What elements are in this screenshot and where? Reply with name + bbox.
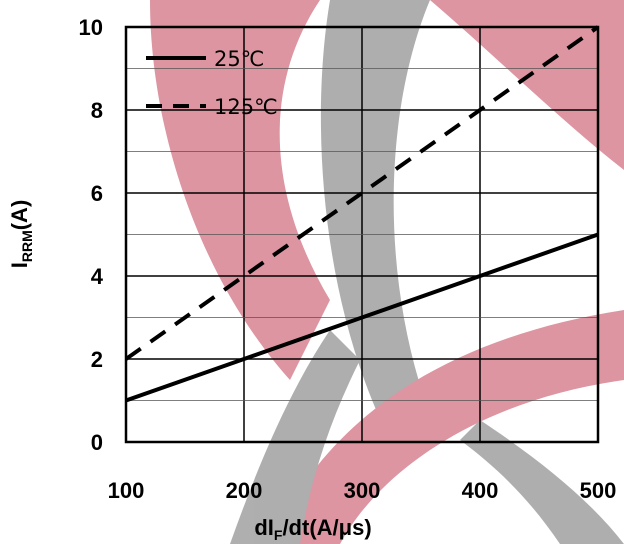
y-tick-label-8: 8: [91, 98, 103, 123]
legend: 25℃ 125℃: [146, 47, 278, 119]
x-tick-label-200: 200: [226, 478, 263, 503]
watermark-red-lower: [270, 310, 624, 544]
x-tick-labels: 100 200 300 400 500: [108, 478, 617, 503]
x-tick-label-400: 400: [462, 478, 499, 503]
y-tick-label-0: 0: [91, 430, 103, 455]
series-line-1: [125, 232, 599, 403]
x-tick-label-100: 100: [108, 478, 145, 503]
watermark-gray-lower: [230, 330, 360, 544]
watermark-gray-right: [460, 420, 624, 544]
watermark-red-swoosh: [430, 0, 624, 170]
watermark-red-arc: [150, 0, 330, 380]
y-tick-label-6: 6: [91, 181, 103, 206]
y-tick-labels: 0 2 4 6 8 10: [79, 15, 104, 455]
series-line-2: [124, 25, 600, 361]
legend-label-2: 125℃: [214, 95, 278, 119]
y-tick-label-2: 2: [91, 347, 103, 372]
y-tick-label-4: 4: [91, 264, 104, 289]
y-axis-label: IRRM(A): [7, 200, 35, 269]
y-tick-label-10: 10: [79, 15, 103, 40]
series-lines: [124, 25, 600, 403]
legend-label-1: 25℃: [214, 47, 264, 71]
watermark-logo: [150, 0, 624, 544]
x-tick-label-500: 500: [580, 478, 617, 503]
x-axis-label: dIF/dt(A/μs): [254, 515, 371, 543]
x-tick-label-300: 300: [344, 478, 381, 503]
